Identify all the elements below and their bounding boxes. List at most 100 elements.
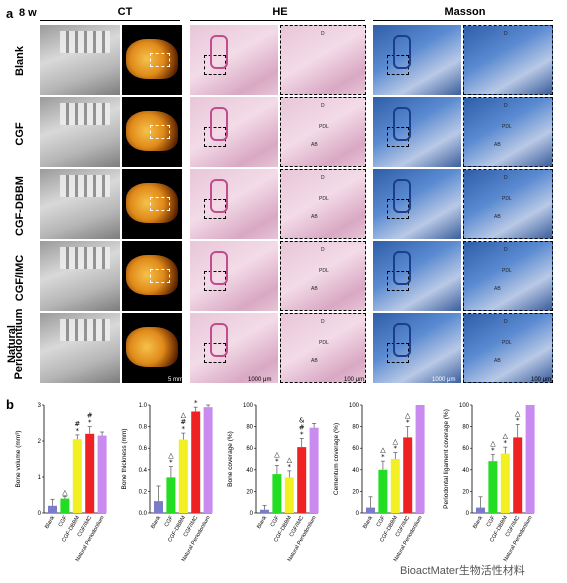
label-pdl: PDL — [502, 124, 512, 130]
y-tick-label: 40 — [246, 468, 253, 474]
masson-overview-image-row4 — [373, 241, 461, 311]
category-label: CGF — [58, 514, 69, 528]
label-dentin: D — [321, 247, 325, 253]
y-tick-label: 0.2 — [139, 489, 148, 495]
panel-b-letter: b — [6, 397, 14, 412]
masson-overview-image-row3 — [373, 169, 461, 239]
bar-5 — [97, 435, 107, 513]
label-ab: AB — [311, 358, 318, 364]
y-axis-label: Bone thickness (mm) — [121, 428, 128, 489]
he-zoom-image-row1: D — [280, 25, 366, 95]
header-he: HE — [272, 6, 288, 18]
tooth-root — [393, 251, 411, 285]
ct-3d-image-row2 — [40, 97, 120, 167]
label-dentin: D — [321, 175, 325, 181]
significance-mark: △ — [168, 452, 174, 460]
y-tick-label: 1 — [38, 475, 42, 481]
significance-mark: △ — [515, 409, 521, 417]
bar-4 — [85, 433, 95, 513]
y-tick-label: 80 — [462, 425, 469, 431]
significance-mark: △ — [380, 446, 386, 454]
masson-zoom-image-row3: D PDL AB — [463, 169, 553, 239]
category-label: CGF — [270, 514, 281, 528]
ct-3d-image-row5 — [40, 313, 120, 383]
timepoint-label: 8 w — [19, 7, 37, 19]
tooth-root — [393, 179, 411, 213]
y-tick-label: 80 — [352, 425, 359, 431]
ct-3d-image-row3 — [40, 169, 120, 239]
y-tick-label: 2 — [38, 439, 42, 445]
y-tick-label: 100 — [349, 403, 360, 409]
tooth-root — [210, 251, 228, 285]
masson-zoom-image-row4: D PDL AB — [463, 241, 553, 311]
tooth-root — [393, 323, 411, 357]
label-ab: AB — [494, 358, 501, 364]
bar-2 — [272, 474, 282, 513]
y-tick-label: 0 — [250, 511, 254, 517]
scale-he-zoom: 100 μm — [344, 377, 365, 383]
significance-mark: △ — [287, 456, 293, 464]
bar-4 — [191, 411, 201, 513]
he-overview-image-row1 — [190, 25, 278, 95]
significance-mark: * — [394, 445, 398, 453]
tooth-root — [210, 107, 228, 141]
masson-zoom-image-row1: D — [463, 25, 553, 95]
bar-1 — [48, 505, 57, 513]
row-label-cgf: CGF — [14, 122, 26, 146]
category-label: Blank — [44, 515, 56, 530]
y-tick-label: 40 — [462, 468, 469, 474]
label-pdl: PDL — [502, 268, 512, 274]
bar-3 — [178, 439, 188, 513]
chart-3: Bone coverage (%)020406080100Blank*△CGF*… — [227, 403, 319, 563]
category-label: CGF — [376, 514, 387, 528]
bar-1 — [366, 507, 375, 513]
y-tick-label: 20 — [462, 489, 469, 495]
ct-slice-image-row4 — [122, 241, 182, 311]
ct-3d-image-row1 — [40, 25, 120, 95]
significance-mark: △ — [503, 432, 509, 440]
he-overview-image-row5 — [190, 313, 278, 383]
category-label: Blank — [150, 515, 162, 530]
roi-box — [150, 53, 170, 67]
label-ab: AB — [494, 286, 501, 292]
y-tick-label: 0.4 — [139, 468, 148, 474]
tooth-root — [210, 323, 228, 357]
row-label-periodontium: Periodontium — [13, 308, 25, 380]
significance-mark: * — [169, 459, 173, 467]
label-dentin: D — [504, 319, 508, 325]
y-axis-label: Bone coverage (%) — [227, 431, 234, 487]
significance-mark: * — [504, 439, 508, 447]
bar-5 — [525, 405, 535, 513]
ct-slice-image-row5 — [122, 313, 182, 383]
y-tick-label: 20 — [352, 489, 359, 495]
significance-mark: * — [194, 400, 198, 407]
bar-4 — [403, 437, 413, 513]
significance-mark: * — [300, 430, 304, 438]
label-dentin: D — [321, 31, 325, 37]
y-tick-label: 80 — [246, 425, 253, 431]
label-ab: AB — [494, 142, 501, 148]
roi-box — [150, 125, 170, 139]
y-axis-label: Periodontal ligament coverage (%) — [443, 409, 450, 509]
header-ct: CT — [117, 6, 133, 18]
significance-mark: * — [288, 463, 292, 471]
label-ab: AB — [311, 142, 318, 148]
bar-2 — [60, 498, 70, 513]
significance-mark: * — [491, 447, 495, 455]
bar-3 — [390, 459, 400, 513]
category-label: CGF — [486, 514, 497, 528]
header-he-line — [190, 20, 365, 21]
y-tick-label: 0 — [38, 511, 42, 517]
scale-masson-zoom: 100 μm — [531, 377, 552, 383]
watermark-text: BioactMater生物活性材料 — [400, 565, 525, 577]
y-tick-label: 0 — [356, 511, 360, 517]
chart-4: Cementum coverage (%)020406080100Blank*△… — [333, 403, 425, 563]
tooth-root — [210, 35, 228, 69]
y-tick-label: 60 — [462, 446, 469, 452]
bar-3 — [284, 477, 294, 513]
chart-1: Bone volume (mm³)0123Blank△CGF*#CGF-DBBM… — [15, 403, 107, 563]
tooth-root — [393, 35, 411, 69]
header-masson-line — [373, 20, 553, 21]
significance-mark: * — [182, 425, 186, 433]
label-pdl: PDL — [319, 268, 329, 274]
